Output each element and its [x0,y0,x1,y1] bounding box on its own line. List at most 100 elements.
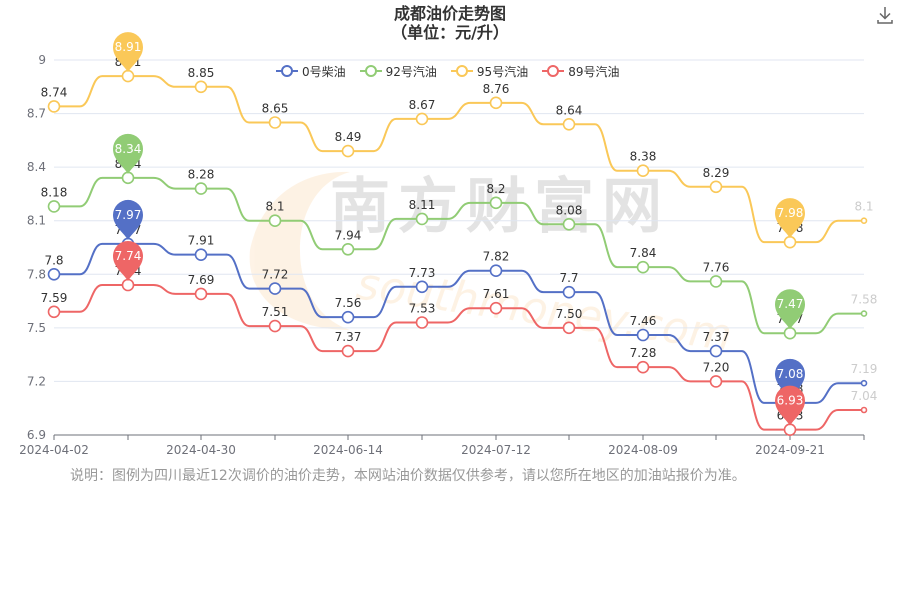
pin-shape [775,385,805,426]
data-point[interactable] [489,96,503,110]
data-label: 7.94 [335,228,362,242]
data-label: 7.37 [703,330,730,344]
data-point[interactable] [268,116,282,129]
pin-label: 7.74 [115,249,142,263]
data-point[interactable] [489,301,503,315]
data-point[interactable] [194,80,208,94]
legend-item-0[interactable]: 0号柴油 [276,63,346,79]
data-point[interactable] [47,100,61,113]
data-point[interactable] [268,282,282,295]
title-line-1: 成都油价走势图 [393,4,506,23]
data-label: 7.76 [703,260,730,274]
data-point[interactable] [783,326,797,340]
data-point[interactable] [341,310,355,324]
data-point[interactable] [783,423,797,436]
data-label: 7.51 [262,305,289,319]
data-point[interactable] [562,285,576,299]
data-point[interactable] [562,217,576,231]
pin-label: 7.47 [777,297,804,311]
download-icon[interactable] [874,4,896,26]
x-tick-label: 2024-04-02 [19,443,89,457]
data-point[interactable] [121,278,135,292]
data-point[interactable] [783,235,797,249]
data-point[interactable] [415,316,429,329]
data-point[interactable] [121,171,135,185]
data-label: 7.61 [483,287,510,301]
data-point[interactable] [636,328,650,342]
y-tick-label: 7.2 [27,374,46,388]
data-point[interactable] [341,144,355,158]
y-tick-label: 8.4 [27,160,46,174]
data-point[interactable] [709,344,723,358]
y-grid: 6.9 7.2 7.5 7.8 8.1 8.4 8.7 9 [27,53,864,442]
data-label: 8.1 [265,200,284,214]
data-label: 8.2 [486,182,505,196]
pin-shape [775,198,805,239]
legend-marker [276,64,298,78]
data-point[interactable] [709,275,723,288]
data-point[interactable] [489,196,503,210]
pin-label: 6.93 [777,394,804,408]
legend-item-2[interactable]: 95号汽油 [450,63,528,79]
y-tick-label: 9 [38,53,46,67]
y-tick-label: 8.7 [27,107,46,121]
data-point[interactable] [562,117,576,131]
min-marker: 6.93 [775,385,805,426]
data-point[interactable] [268,214,282,228]
max-marker: 7.97 [113,199,143,240]
data-point[interactable] [415,280,429,294]
legend: 0号柴油 92号汽油 95号汽油 89号汽油 [276,63,619,79]
legend-item-1[interactable]: 92号汽油 [359,63,437,79]
legend-item-3[interactable]: 89号汽油 [542,63,619,79]
data-point[interactable] [194,248,208,261]
data-label: 7.8 [44,253,63,267]
data-label: 7.72 [262,268,289,282]
data-label: 7.73 [409,266,436,280]
y-tick-label: 7.8 [27,267,46,281]
data-label: 8.85 [188,66,215,80]
data-point[interactable] [860,379,868,387]
pin-shape [775,289,805,330]
footnote: 说明：图例为四川最近12次调价的油价走势，本网站油价数据仅供参考，请以您所在地区… [70,468,746,484]
data-label: 7.82 [483,250,510,264]
data-label: 7.69 [188,273,215,287]
data-point[interactable] [562,321,576,335]
axes: 2024-04-02 2024-04-30 2024-06-14 2024-07-12… [19,434,865,457]
data-point[interactable] [860,406,868,414]
data-point[interactable] [47,267,61,281]
data-point[interactable] [860,217,868,225]
data-point[interactable] [636,360,650,374]
data-point[interactable] [709,375,723,388]
data-label: 7.20 [703,360,730,374]
data-point[interactable] [47,305,61,319]
data-point[interactable] [860,310,868,317]
data-point[interactable] [341,344,355,358]
data-point[interactable] [194,287,208,301]
data-label: 7.84 [630,246,657,260]
data-label: 7.56 [335,296,362,310]
y-tick-label: 6.9 [27,428,46,442]
data-label: 8.49 [335,130,362,144]
chart-title: 成都油价走势图 （单位：元/升） [0,4,900,42]
data-label: 7.04 [851,389,878,403]
data-point[interactable] [268,319,282,333]
data-label: 7.91 [188,234,215,248]
series-line-1 [54,176,864,335]
data-point[interactable] [121,69,135,83]
data-point[interactable] [415,112,429,126]
data-point[interactable] [47,200,61,213]
data-label: 8.29 [703,166,730,180]
data-point[interactable] [489,264,503,278]
data-point[interactable] [194,182,208,195]
x-tick-label: 2024-06-14 [313,443,383,457]
y-tick-label: 7.5 [27,321,46,335]
data-point[interactable] [415,212,429,226]
legend-marker [359,64,382,78]
min-marker: 7.98 [775,198,805,239]
data-point[interactable] [341,242,355,256]
x-tick-label: 2024-04-30 [166,443,236,457]
data-point[interactable] [709,180,723,194]
data-point[interactable] [636,164,650,178]
data-point[interactable] [636,260,650,274]
max-marker: 8.91 [113,32,143,73]
